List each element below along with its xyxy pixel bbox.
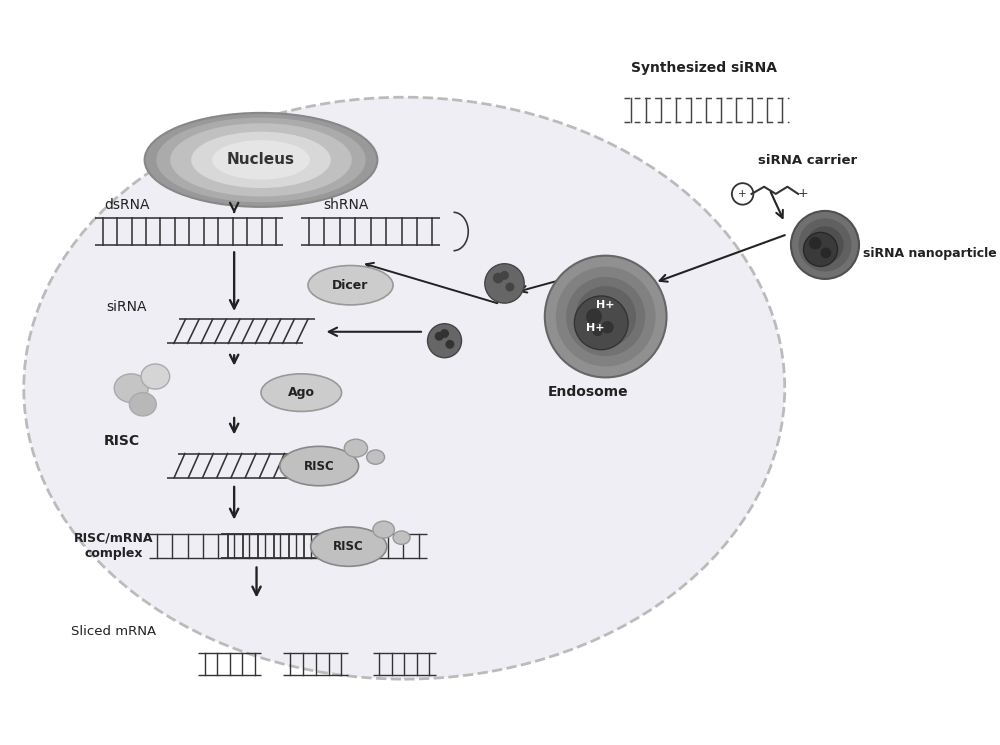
Text: H+: H+ — [586, 323, 604, 333]
Ellipse shape — [212, 140, 310, 180]
Circle shape — [566, 277, 645, 356]
Ellipse shape — [141, 364, 170, 389]
Text: RISC: RISC — [304, 460, 335, 472]
Text: Endosome: Endosome — [547, 385, 628, 399]
Text: Nucleus: Nucleus — [227, 153, 295, 168]
Text: RISC/mRNA
complex: RISC/mRNA complex — [74, 531, 153, 560]
Text: +: + — [797, 188, 808, 200]
Ellipse shape — [373, 521, 394, 538]
Circle shape — [798, 218, 852, 271]
Text: Dicer: Dicer — [332, 279, 369, 292]
Ellipse shape — [367, 450, 385, 464]
Ellipse shape — [129, 393, 156, 416]
Text: +: + — [738, 189, 747, 199]
Circle shape — [791, 211, 859, 279]
Circle shape — [809, 237, 821, 250]
Text: siRNA nanoparticle: siRNA nanoparticle — [863, 247, 996, 261]
Ellipse shape — [280, 446, 359, 486]
Ellipse shape — [393, 531, 410, 545]
Text: siRNA carrier: siRNA carrier — [758, 154, 857, 167]
Text: Synthesized siRNA: Synthesized siRNA — [631, 61, 777, 74]
Circle shape — [592, 326, 603, 336]
Circle shape — [806, 226, 844, 264]
Circle shape — [428, 324, 462, 358]
Ellipse shape — [114, 374, 148, 402]
Text: siRNA: siRNA — [106, 299, 147, 314]
Circle shape — [575, 286, 636, 347]
Ellipse shape — [261, 374, 342, 411]
Ellipse shape — [344, 440, 368, 457]
Circle shape — [586, 308, 602, 325]
Circle shape — [545, 256, 667, 378]
Text: dsRNA: dsRNA — [104, 198, 149, 212]
Circle shape — [493, 273, 504, 283]
Circle shape — [574, 296, 628, 349]
Text: Sliced mRNA: Sliced mRNA — [71, 625, 156, 638]
Circle shape — [556, 267, 656, 367]
Text: RISC: RISC — [333, 540, 364, 553]
Circle shape — [500, 271, 509, 280]
Ellipse shape — [170, 123, 352, 197]
Circle shape — [440, 329, 449, 338]
Ellipse shape — [145, 113, 377, 207]
Circle shape — [435, 332, 444, 340]
Circle shape — [821, 247, 831, 259]
Text: RISC: RISC — [104, 434, 140, 448]
Circle shape — [601, 321, 614, 334]
Ellipse shape — [191, 132, 331, 188]
Circle shape — [505, 282, 514, 291]
Ellipse shape — [156, 118, 366, 202]
Text: shRNA: shRNA — [323, 198, 369, 212]
Ellipse shape — [311, 527, 387, 566]
Text: Ago: Ago — [288, 386, 315, 399]
Circle shape — [445, 340, 454, 349]
Text: H+: H+ — [596, 300, 615, 310]
Ellipse shape — [308, 265, 393, 305]
Circle shape — [485, 264, 524, 303]
Ellipse shape — [24, 97, 785, 679]
Circle shape — [804, 232, 838, 267]
